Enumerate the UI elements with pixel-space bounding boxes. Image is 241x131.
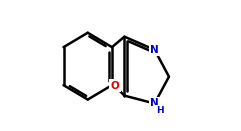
- Text: N: N: [150, 99, 159, 108]
- Text: O: O: [110, 81, 119, 91]
- Text: N: N: [150, 45, 159, 55]
- Text: H: H: [156, 106, 164, 115]
